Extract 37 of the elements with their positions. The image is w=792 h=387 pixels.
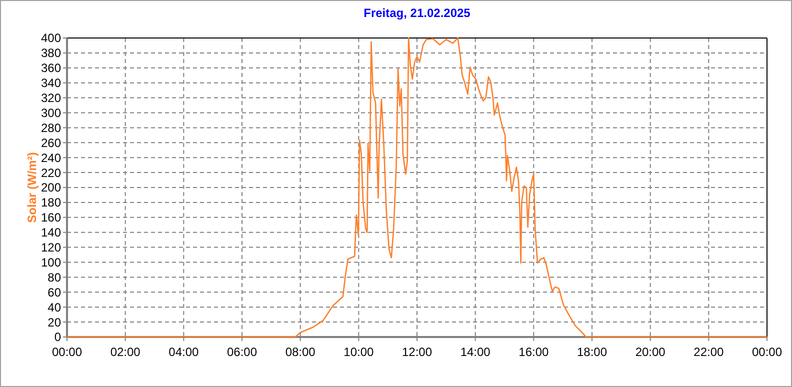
x-tick-label: 12:00 (402, 345, 432, 359)
x-tick-label: 00:00 (52, 345, 82, 359)
y-tick-label: 180 (40, 196, 62, 210)
x-tick-label: 22:00 (694, 345, 724, 359)
y-tick-label: 40 (48, 300, 62, 314)
y-tick-label: 220 (40, 166, 62, 180)
x-tick-label: 10:00 (344, 345, 374, 359)
y-tick-label: 260 (40, 136, 62, 150)
y-tick-label: 400 (40, 31, 62, 46)
y-tick-label: 300 (40, 106, 62, 120)
y-tick-label: 160 (40, 210, 62, 225)
y-tick-label: 60 (48, 285, 62, 300)
y-tick-label: 380 (40, 46, 62, 60)
x-tick-label: 06:00 (226, 345, 258, 359)
y-tick-label: 240 (40, 150, 62, 165)
y-tick-label: 100 (40, 255, 62, 270)
line-series (66, 37, 768, 338)
chart-title: Freitag, 21.02.2025 (364, 6, 471, 20)
x-tick-label: 20:00 (635, 345, 666, 359)
y-axis-title: Solar (W/m²) (25, 152, 39, 223)
y-tick-label: 280 (40, 120, 62, 135)
y-tick-label: 200 (40, 180, 62, 195)
x-tick-label: 14:00 (460, 345, 491, 359)
x-tick-label: 16:00 (518, 345, 550, 359)
x-tick-label: 04:00 (168, 345, 200, 359)
y-tick-label: 360 (40, 61, 62, 76)
x-tick-label: 02:00 (110, 345, 141, 359)
y-tick-label: 340 (40, 76, 62, 90)
y-tick-label: 0 (54, 330, 62, 344)
y-tick-label: 20 (48, 315, 62, 330)
x-tick-label: 08:00 (285, 345, 316, 359)
y-tick-label: 320 (40, 91, 62, 105)
x-tick-label: 00:00 (752, 345, 782, 359)
y-tick-label: 80 (48, 270, 62, 284)
x-tick-label: 18:00 (576, 345, 608, 359)
y-tick-label: 140 (40, 226, 62, 240)
y-tick-label: 120 (40, 240, 62, 254)
